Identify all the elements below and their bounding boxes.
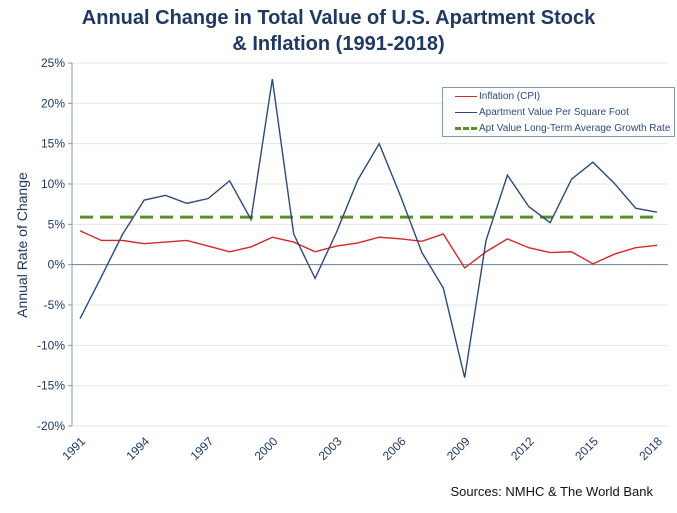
y-tick-label: -10% xyxy=(37,338,65,352)
legend-swatch xyxy=(455,126,477,130)
legend-label: Inflation (CPI) xyxy=(479,90,541,102)
x-tick-label: 1991 xyxy=(59,434,88,463)
x-tick-label: 2009 xyxy=(444,434,473,463)
legend: Inflation (CPI) Apartment Value Per Squa… xyxy=(442,87,675,137)
y-axis-label: Annual Rate of Change xyxy=(14,172,30,318)
legend-item-average: Apt Value Long-Term Average Growth Rate xyxy=(455,120,670,136)
chart-title-line-2: & Inflation (1991-2018) xyxy=(232,33,445,55)
x-tick-label: 2018 xyxy=(636,434,665,463)
x-tick-label: 2000 xyxy=(252,434,281,463)
y-tick-label: 15% xyxy=(41,137,65,151)
y-tick-label: 25% xyxy=(41,56,65,70)
series-line-1 xyxy=(79,79,658,378)
legend-item-apartment-value: Apartment Value Per Square Foot xyxy=(455,104,629,120)
legend-swatch xyxy=(455,111,477,113)
legend-swatch xyxy=(455,95,477,97)
series-line-0 xyxy=(79,230,658,269)
y-tick-label: 20% xyxy=(41,96,65,110)
y-tick-label: 5% xyxy=(48,217,66,231)
x-tick-label: 2003 xyxy=(316,434,345,463)
source-note: Sources: NMHC & The World Bank xyxy=(450,484,653,499)
legend-item-inflation: Inflation (CPI) xyxy=(455,88,540,104)
x-tick-label: 1994 xyxy=(123,434,152,463)
y-tick-label: 0% xyxy=(48,258,66,272)
y-tick-label: -15% xyxy=(37,379,65,393)
y-tick-label: -5% xyxy=(44,298,66,312)
y-tick-label: -20% xyxy=(37,419,65,433)
chart-title-line-1: Annual Change in Total Value of U.S. Apa… xyxy=(81,7,596,29)
x-tick-label: 2006 xyxy=(380,434,409,463)
x-tick-label: 2012 xyxy=(508,434,537,463)
legend-label: Apt Value Long-Term Average Growth Rate xyxy=(479,122,671,134)
x-tick-label: 2015 xyxy=(572,434,601,463)
x-tick-label: 1997 xyxy=(188,434,217,463)
legend-label: Apartment Value Per Square Foot xyxy=(479,106,629,118)
y-tick-label: 10% xyxy=(41,177,65,191)
